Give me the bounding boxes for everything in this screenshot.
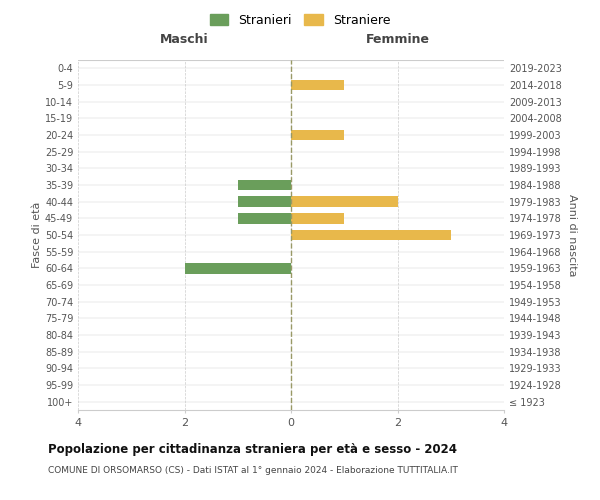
Text: Femmine: Femmine	[365, 33, 430, 46]
Bar	[185, 263, 291, 274]
Text: COMUNE DI ORSOMARSO (CS) - Dati ISTAT al 1° gennaio 2024 - Elaborazione TUTTITAL: COMUNE DI ORSOMARSO (CS) - Dati ISTAT al…	[48, 466, 458, 475]
Bar	[238, 196, 291, 207]
Bar	[291, 130, 344, 140]
Bar	[291, 80, 344, 90]
Bar	[238, 213, 291, 224]
Bar	[291, 196, 398, 207]
Y-axis label: Anni di nascita: Anni di nascita	[567, 194, 577, 276]
Bar	[291, 213, 344, 224]
Bar	[291, 230, 451, 240]
Y-axis label: Fasce di età: Fasce di età	[32, 202, 42, 268]
Text: Popolazione per cittadinanza straniera per età e sesso - 2024: Popolazione per cittadinanza straniera p…	[48, 442, 457, 456]
Legend: Stranieri, Straniere: Stranieri, Straniere	[209, 14, 391, 26]
Text: Maschi: Maschi	[160, 33, 209, 46]
Bar	[238, 180, 291, 190]
